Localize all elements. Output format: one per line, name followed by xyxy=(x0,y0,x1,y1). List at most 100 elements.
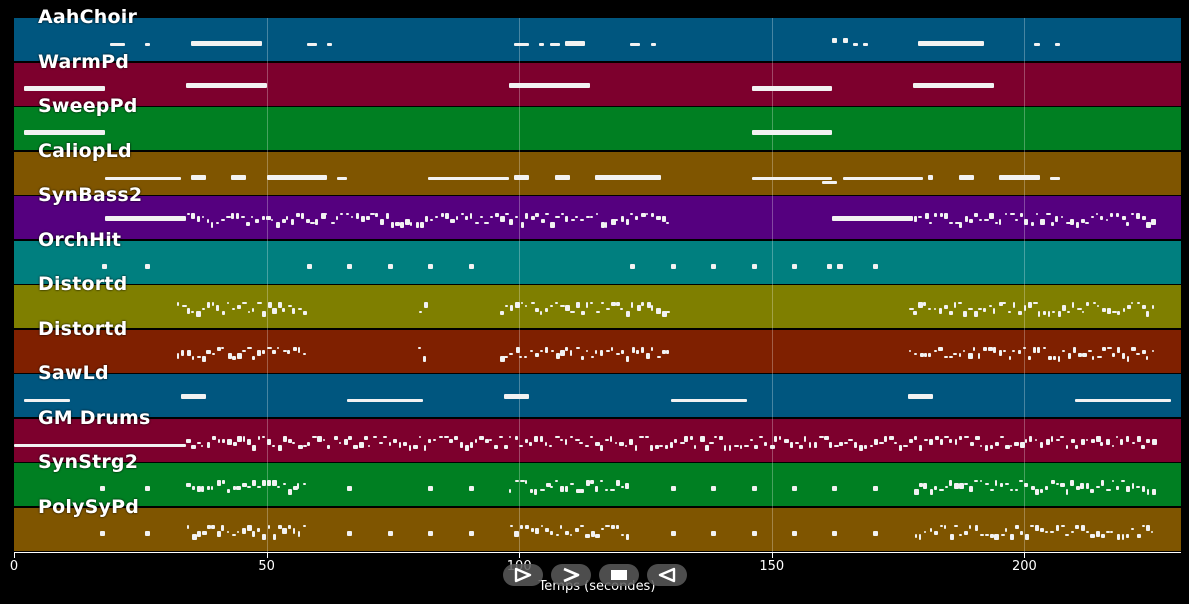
note xyxy=(969,219,974,223)
note xyxy=(863,444,867,449)
note xyxy=(307,263,313,269)
fast-forward-icon xyxy=(563,567,580,583)
note xyxy=(509,489,512,493)
note xyxy=(301,213,305,219)
note xyxy=(241,349,246,352)
note xyxy=(1127,305,1132,309)
note xyxy=(225,216,231,218)
note xyxy=(182,305,188,307)
x-tick-mark xyxy=(771,552,773,558)
note xyxy=(387,530,393,536)
note xyxy=(751,486,757,491)
note xyxy=(869,444,874,447)
note xyxy=(898,444,902,451)
note xyxy=(266,480,271,486)
note xyxy=(1052,355,1057,360)
note xyxy=(327,444,331,449)
note xyxy=(656,308,661,314)
note xyxy=(287,438,292,443)
note xyxy=(559,438,564,441)
note xyxy=(405,219,411,225)
note xyxy=(266,438,271,445)
note xyxy=(1058,311,1061,317)
note xyxy=(256,486,262,488)
note xyxy=(1120,438,1123,445)
note xyxy=(288,305,292,307)
note xyxy=(662,349,667,354)
note xyxy=(980,444,983,447)
note xyxy=(276,346,280,349)
note xyxy=(266,216,271,220)
note xyxy=(929,489,934,495)
play-button[interactable] xyxy=(503,564,543,586)
note xyxy=(589,216,594,218)
note xyxy=(504,444,508,449)
note xyxy=(620,533,624,536)
note xyxy=(948,480,952,486)
note xyxy=(271,480,277,486)
note xyxy=(1022,346,1026,349)
note xyxy=(954,524,959,527)
note xyxy=(570,311,576,313)
note xyxy=(569,435,573,438)
note xyxy=(145,263,151,269)
note xyxy=(297,483,300,489)
note xyxy=(515,346,521,353)
note xyxy=(190,41,262,46)
note xyxy=(290,219,294,225)
note xyxy=(1023,305,1026,311)
note xyxy=(636,349,640,354)
note xyxy=(509,435,512,438)
note xyxy=(369,213,375,215)
note xyxy=(1000,533,1005,536)
note xyxy=(187,349,192,356)
note xyxy=(590,480,595,484)
note xyxy=(186,438,191,443)
note xyxy=(509,219,514,225)
note xyxy=(979,533,985,536)
note xyxy=(590,302,594,304)
note xyxy=(969,486,974,492)
note xyxy=(1062,305,1066,311)
note xyxy=(1055,438,1060,441)
note xyxy=(1034,524,1040,531)
note xyxy=(495,213,499,217)
note xyxy=(605,308,610,310)
note xyxy=(212,302,215,306)
note xyxy=(196,216,200,222)
note xyxy=(621,349,624,354)
note xyxy=(211,486,214,490)
note xyxy=(530,302,535,304)
note xyxy=(605,489,608,491)
note xyxy=(217,480,222,486)
note xyxy=(1047,311,1051,317)
note xyxy=(520,302,524,304)
note xyxy=(434,216,439,218)
note xyxy=(227,352,232,359)
note xyxy=(962,349,966,352)
rewind-button[interactable] xyxy=(647,564,687,586)
note xyxy=(1019,213,1024,217)
note xyxy=(534,308,539,312)
note xyxy=(1050,222,1054,226)
note xyxy=(246,438,252,445)
note xyxy=(1116,533,1121,540)
note xyxy=(1072,346,1077,353)
note xyxy=(959,222,963,228)
note xyxy=(247,311,251,313)
note xyxy=(201,444,204,447)
stop-button[interactable] xyxy=(599,564,639,586)
note xyxy=(515,302,521,308)
note xyxy=(958,174,974,180)
note xyxy=(1024,438,1028,443)
note xyxy=(514,174,530,180)
note xyxy=(500,216,506,222)
note xyxy=(903,444,908,447)
fast-forward-button[interactable] xyxy=(551,564,591,586)
note xyxy=(277,486,281,488)
play-icon xyxy=(514,567,532,583)
note xyxy=(292,486,298,490)
gridline xyxy=(266,18,268,552)
note xyxy=(226,530,230,533)
note xyxy=(1101,346,1106,351)
